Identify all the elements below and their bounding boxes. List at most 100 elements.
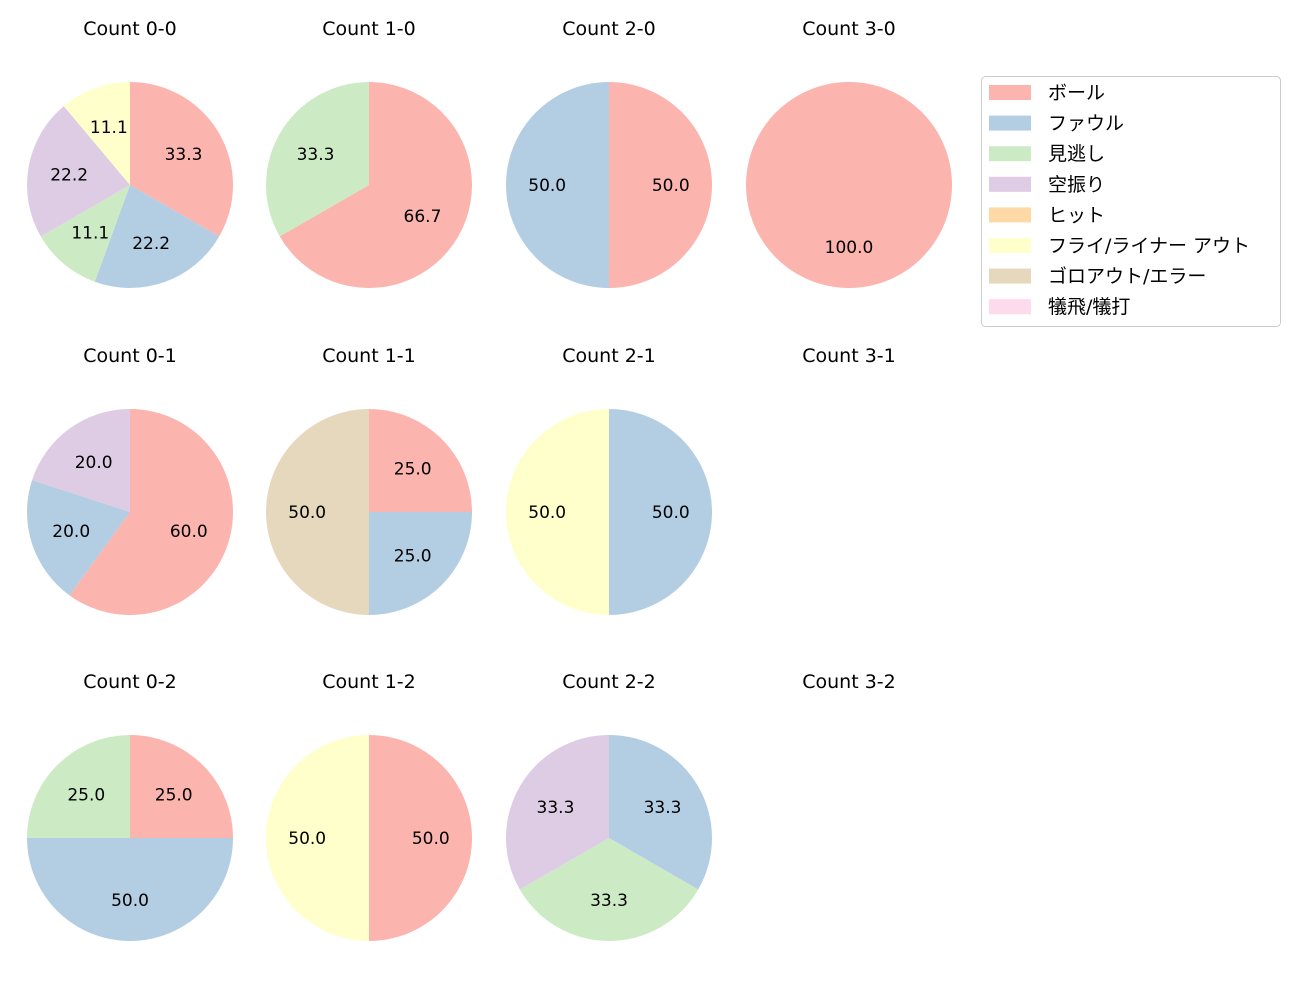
pie-title: Count 2-0	[562, 18, 656, 40]
legend-swatch	[989, 146, 1031, 162]
pie-slice	[369, 512, 472, 615]
pie-count-3-1: Count 3-1	[802, 345, 896, 367]
pie-slice	[519, 838, 699, 941]
pie-slice	[32, 409, 130, 512]
pie-slice	[266, 409, 369, 615]
pie-title: Count 0-1	[83, 345, 177, 367]
pie-slice-label: 50.0	[652, 503, 690, 523]
pie-slice-label: 22.2	[132, 234, 170, 254]
pie-title: Count 3-2	[802, 671, 896, 693]
pie-slice-label: 50.0	[288, 503, 326, 523]
pie-slice-label: 20.0	[52, 522, 90, 542]
legend-item: ゴロアウト/エラー	[989, 266, 1206, 288]
pie-slice	[27, 480, 130, 596]
legend-swatch	[989, 268, 1031, 284]
legend-swatch	[989, 85, 1031, 100]
legend-label: ファウル	[1048, 113, 1124, 135]
pie-title: Count 2-1	[562, 345, 656, 367]
pie-slice	[609, 409, 712, 615]
pie-slice-label: 33.3	[165, 145, 203, 165]
legend-swatch	[989, 207, 1031, 223]
pie-title: Count 1-0	[322, 18, 416, 40]
pie-count-2-1: Count 2-1 50.0 50.0	[506, 345, 712, 615]
pie-slice	[506, 82, 609, 288]
pie-slice-label: 50.0	[652, 176, 690, 196]
pie-title: Count 3-0	[802, 18, 896, 40]
pie-slice-label: 33.3	[297, 145, 335, 165]
pie-slice	[130, 735, 233, 838]
legend-item: 空振り	[989, 174, 1105, 196]
pie-count-3-2: Count 3-2	[802, 671, 896, 693]
pie-title: Count 2-2	[562, 671, 656, 693]
pie-slice	[266, 735, 369, 941]
pie-slice-label: 25.0	[155, 785, 193, 805]
pie-slice	[27, 735, 130, 838]
pie-slice-label: 50.0	[412, 829, 450, 849]
pie-title: Count 0-2	[83, 671, 177, 693]
pie-count-3-0: Count 3-0 100.0	[746, 18, 952, 288]
pie-slice-label: 33.3	[590, 891, 628, 911]
legend-item: 見逃し	[989, 143, 1105, 165]
legend-label: 犠飛/犠打	[1048, 296, 1130, 318]
pie-slice-label: 11.1	[90, 118, 128, 138]
legend-label: ヒット	[1048, 204, 1105, 226]
legend-swatch	[989, 238, 1031, 253]
legend-item: ファウル	[989, 113, 1124, 135]
pie-count-1-1: Count 1-1 25.0 25.0 50.0	[266, 345, 472, 615]
pie-slice	[40, 185, 130, 282]
legend-item: 犠飛/犠打	[989, 296, 1130, 318]
pie-slice-label: 25.0	[67, 785, 105, 805]
pie-slice-label: 50.0	[111, 891, 149, 911]
pie-slice	[609, 735, 712, 890]
pie-count-1-0: Count 1-0 66.7 33.3	[266, 18, 472, 288]
pie-slice	[63, 82, 130, 185]
pie-slice-label: 66.7	[404, 207, 442, 227]
pie-slice	[130, 82, 233, 237]
legend-label: 見逃し	[1048, 143, 1105, 165]
pie-slice	[746, 82, 952, 288]
pie-slice	[369, 735, 472, 941]
pie-slice	[506, 409, 609, 615]
pie-count-2-2: Count 2-2 33.3 33.3 33.3	[506, 671, 712, 941]
legend-label: 空振り	[1048, 174, 1105, 196]
legend-item: フライ/ライナー アウト	[989, 235, 1250, 257]
pie-count-1-2: Count 1-2 50.0 50.0	[266, 671, 472, 941]
pie-slice-label: 50.0	[528, 176, 566, 196]
pie-slice-label: 22.2	[50, 165, 88, 185]
pie-title: Count 3-1	[802, 345, 896, 367]
pie-slice	[27, 106, 130, 237]
legend-swatch	[989, 299, 1031, 315]
pie-slice	[69, 409, 234, 616]
pie-slice	[266, 82, 369, 237]
pie-slice-label: 11.1	[71, 223, 109, 243]
pie-slice-label: 25.0	[394, 459, 432, 479]
pie-slice	[279, 82, 472, 288]
pie-slice	[94, 185, 220, 288]
pie-slice-label: 50.0	[288, 829, 326, 849]
pie-slice-label: 50.0	[528, 503, 566, 523]
legend-swatch	[989, 176, 1031, 192]
pie-slice-label: 33.3	[644, 798, 682, 818]
pie-slice-label: 60.0	[170, 522, 208, 542]
pie-slice	[609, 82, 712, 288]
legend-label: ボール	[1048, 82, 1105, 104]
pie-title: Count 1-2	[322, 671, 416, 693]
pie-count-0-1: Count 0-1 60.0 20.0 20.0	[27, 345, 234, 616]
pie-title: Count 0-0	[83, 18, 177, 40]
pie-title: Count 1-1	[322, 345, 416, 367]
pie-count-0-0: Count 0-0 33.3 22.2 11.1 22.2 11.1	[27, 18, 233, 288]
pie-slice-label: 25.0	[394, 547, 432, 567]
legend-label: フライ/ライナー アウト	[1048, 235, 1250, 257]
pie-slice-label: 20.0	[75, 453, 113, 473]
pie-slice-label: 100.0	[825, 238, 874, 258]
pie-count-2-0: Count 2-0 50.0 50.0	[506, 18, 712, 288]
pie-slice	[506, 735, 609, 890]
pie-count-0-2: Count 0-2 25.0 50.0 25.0	[27, 671, 233, 941]
legend-item: ヒット	[989, 204, 1105, 226]
legend-label: ゴロアウト/エラー	[1048, 266, 1206, 288]
legend-item: ボール	[989, 82, 1105, 104]
pie-slice	[369, 409, 472, 512]
